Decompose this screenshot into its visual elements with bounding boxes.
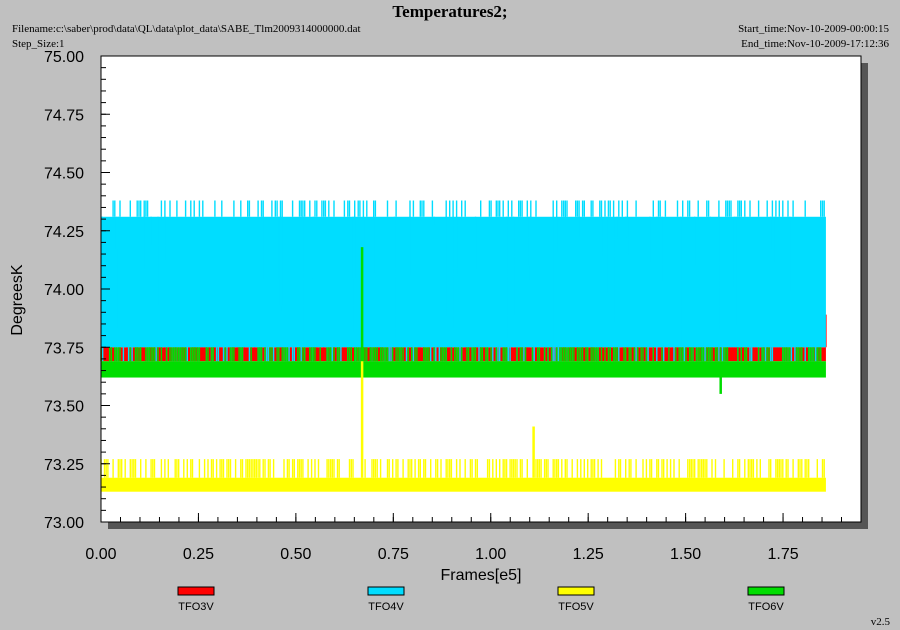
y-tick-label: 73.00 <box>44 515 84 532</box>
filename-label: Filename:c:\saber\prod\data\QL\data\plot… <box>12 23 361 35</box>
x-tick-label: 0.00 <box>85 546 116 563</box>
series-band-tfo5v <box>101 477 826 492</box>
x-tick-label: 1.00 <box>475 546 506 563</box>
x-tick-label: 0.50 <box>280 546 311 563</box>
series-band-tfo6v <box>101 361 826 378</box>
x-axis-label: Frames[e5] <box>441 567 522 584</box>
legend-label-tfo4v: TFO4V <box>368 601 404 613</box>
series-tfo4v <box>101 200 826 362</box>
step-size-label: Step_Size:1 <box>12 38 65 50</box>
legend-swatch-tfo5v <box>557 586 595 596</box>
legend-swatch-tfo3v <box>177 586 215 596</box>
x-tick-label: 1.75 <box>767 546 798 563</box>
series-tfo6v <box>100 247 826 394</box>
legend-label-tfo6v: TFO6V <box>748 601 784 613</box>
y-tick-label: 73.75 <box>44 340 84 357</box>
series-band-tfo4v <box>101 216 826 348</box>
version-label: v2.5 <box>870 616 890 628</box>
x-tick-label: 1.25 <box>573 546 604 563</box>
y-tick-label: 74.75 <box>44 107 84 124</box>
series-layer <box>100 200 827 492</box>
legend-label-tfo5v: TFO5V <box>558 601 594 613</box>
legend: TFO3V TFO4V TFO5V TFO6V <box>177 586 785 613</box>
axis-layer: 73.00 73.25 73.50 73.75 74.00 74.25 74.50 74.75… <box>44 49 862 563</box>
legend-label-tfo3v: TFO3V <box>178 601 214 613</box>
end-time-label: End_time:Nov-10-2009-17:12:36 <box>741 38 889 50</box>
y-tick-label: 75.00 <box>44 49 84 66</box>
series-tfo5v <box>100 361 826 492</box>
y-tick-label: 74.25 <box>44 224 84 241</box>
y-axis-label: DegreesK <box>9 264 26 335</box>
y-tick-label: 74.50 <box>44 166 84 183</box>
y-tick-label: 74.00 <box>44 282 84 299</box>
legend-swatch-tfo6v <box>747 586 785 596</box>
legend-swatch-tfo4v <box>367 586 405 596</box>
chart-title: Temperatures2; <box>392 2 508 21</box>
y-tick-label: 73.50 <box>44 399 84 416</box>
y-tick-label: 73.25 <box>44 457 84 474</box>
x-tick-label: 0.75 <box>378 546 409 563</box>
x-tick-label: 0.25 <box>183 546 214 563</box>
x-tick-label: 1.50 <box>670 546 701 563</box>
start-time-label: Start_time:Nov-10-2009-00:00:15 <box>738 23 889 35</box>
